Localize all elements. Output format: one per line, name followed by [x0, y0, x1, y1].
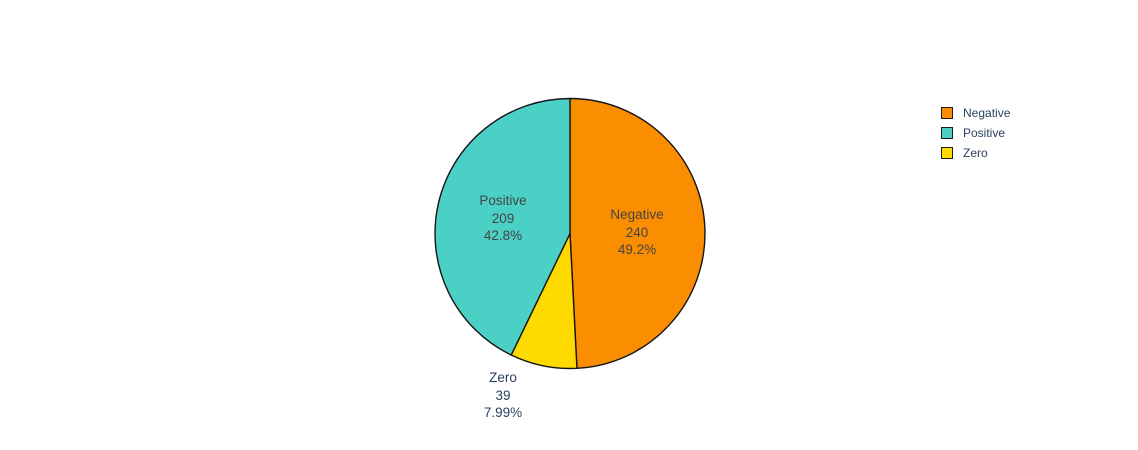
legend-swatch-zero [941, 147, 953, 159]
legend-item-zero[interactable]: Zero [941, 143, 1010, 163]
legend: Negative Positive Zero [941, 103, 1010, 163]
legend-item-positive[interactable]: Positive [941, 123, 1010, 143]
legend-label-negative: Negative [963, 106, 1011, 120]
pie-slice-negative[interactable] [569, 97, 706, 370]
legend-swatch-positive [941, 127, 953, 139]
legend-label-positive: Positive [963, 126, 1006, 140]
pie-slice-positive[interactable] [434, 97, 571, 356]
legend-label-zero: Zero [963, 146, 988, 160]
legend-swatch-negative [941, 107, 953, 119]
legend-item-negative[interactable]: Negative [941, 103, 1010, 123]
